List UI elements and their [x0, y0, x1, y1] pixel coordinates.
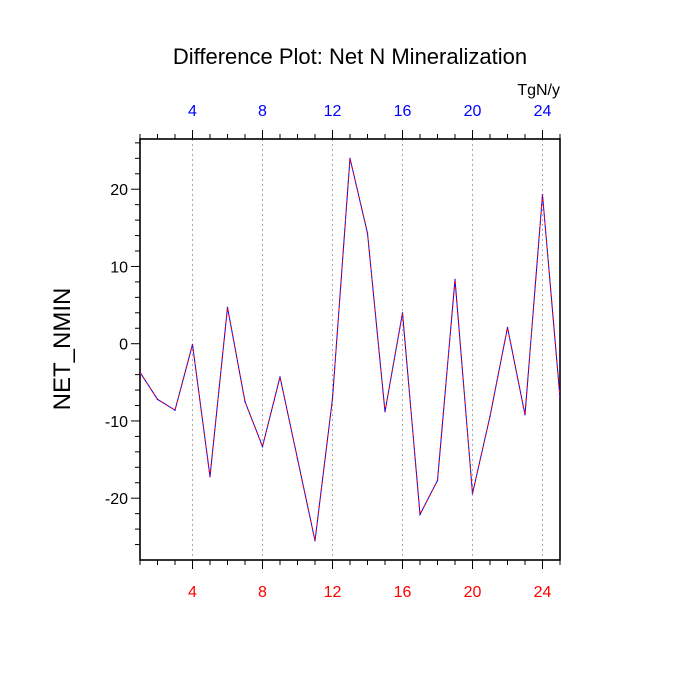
data-point-25 — [559, 396, 561, 399]
data-point-14 — [366, 232, 369, 235]
data-point-7 — [244, 400, 246, 403]
series-line-blue — [140, 158, 560, 541]
data-point-2 — [156, 398, 159, 401]
y-tick-label-0: 0 — [119, 337, 128, 354]
y-tick-label--10: -10 — [105, 414, 128, 431]
data-point-21 — [489, 415, 491, 418]
data-point-15 — [384, 410, 386, 413]
data-point-1 — [139, 371, 141, 374]
x-tick-label-bottom-24: 24 — [534, 584, 552, 601]
units-label: TgN/y — [517, 82, 560, 99]
x-tick-label-bottom-8: 8 — [258, 584, 267, 601]
plot-area: 4 4 8 8 12 12 16 16 20 20 24 24 20 10 0 -10 -20 — [105, 103, 561, 601]
data-point-17 — [419, 513, 421, 516]
data-point-23 — [524, 413, 526, 416]
data-point-18 — [436, 479, 439, 482]
data-point-9 — [279, 376, 281, 378]
x-tick-label-top-16: 16 — [394, 103, 412, 120]
x-tick-label-top-4: 4 — [188, 103, 197, 120]
x-tick-label-bottom-20: 20 — [464, 584, 482, 601]
y-tick-label--20: -20 — [105, 491, 128, 508]
x-tick-label-top-20: 20 — [464, 103, 482, 120]
data-point-20 — [471, 492, 474, 495]
data-point-4 — [191, 343, 194, 346]
data-point-13 — [349, 157, 351, 160]
x-tick-label-bottom-16: 16 — [394, 584, 412, 601]
data-point-12 — [331, 397, 334, 400]
x-tick-label-top-8: 8 — [258, 103, 267, 120]
y-tick-label-20: 20 — [110, 182, 128, 199]
data-point-3 — [174, 409, 176, 411]
data-point-16 — [401, 312, 404, 314]
x-tick-label-bottom-12: 12 — [324, 584, 342, 601]
y-tick-label-10: 10 — [110, 259, 128, 276]
data-point-5 — [209, 475, 211, 478]
series-line-red-dashed — [140, 158, 560, 541]
x-tick-label-top-12: 12 — [324, 103, 342, 120]
data-point-10 — [296, 458, 299, 460]
y-axis-label: NET_NMIN — [49, 288, 76, 411]
data-point-22 — [506, 326, 509, 329]
x-tick-label-bottom-4: 4 — [188, 584, 197, 601]
data-point-6 — [226, 306, 229, 309]
x-tick-label-top-24: 24 — [534, 103, 552, 120]
data-point-19 — [454, 278, 456, 281]
plot-frame — [139, 138, 561, 561]
data-point-11 — [314, 539, 316, 542]
chart-title: Difference Plot: Net N Mineralization — [173, 44, 527, 69]
data-point-8 — [261, 445, 264, 448]
data-point-24 — [541, 193, 544, 196]
